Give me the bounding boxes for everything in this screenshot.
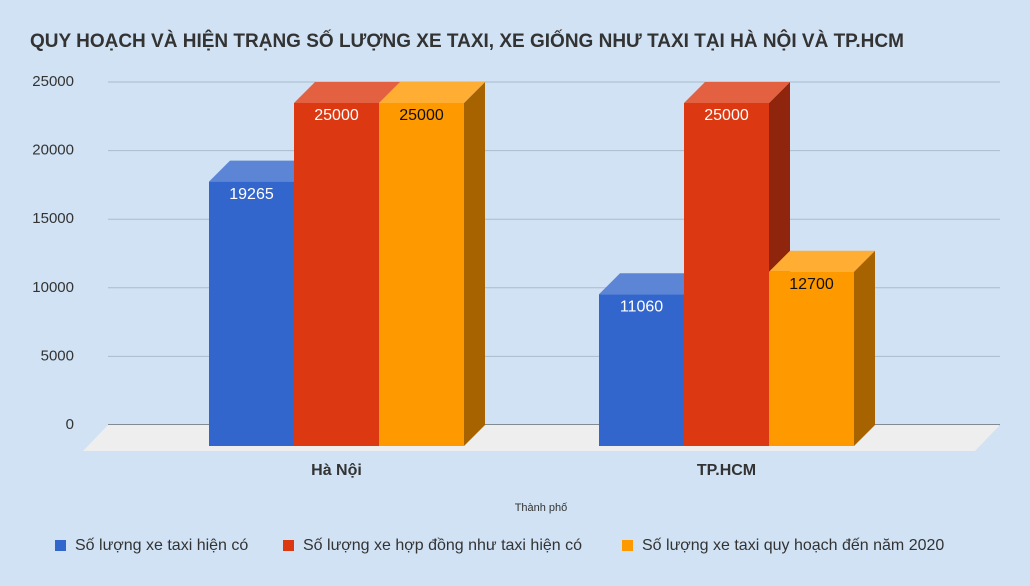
y-tick-label: 15000 [32, 210, 74, 227]
bar-front [209, 181, 294, 446]
legend-label: Số lượng xe taxi quy hoạch đến năm 2020 [642, 537, 944, 554]
legend-swatch [283, 540, 294, 551]
bar-front [684, 103, 769, 446]
bar-front [294, 103, 379, 446]
bar-front [769, 271, 854, 446]
legend-label: Số lượng xe hợp đồng như taxi hiện có [303, 537, 582, 554]
bar-side [854, 250, 875, 446]
value-label: 25000 [399, 107, 444, 124]
y-tick-label: 20000 [32, 142, 74, 159]
y-tick-label: 25000 [32, 73, 74, 90]
bar [769, 250, 875, 446]
x-tick-label: Hà Nội [311, 462, 362, 479]
legend-swatch [622, 540, 633, 551]
bar-top [294, 82, 400, 103]
y-tick-label: 0 [66, 416, 74, 433]
value-label: 19265 [229, 186, 274, 203]
value-label: 25000 [314, 107, 359, 124]
legend-label: Số lượng xe taxi hiện có [75, 537, 248, 554]
bar-side [464, 82, 485, 446]
value-label: 11060 [620, 298, 663, 315]
value-label: 12700 [789, 276, 834, 293]
bar-top [599, 273, 705, 295]
x-tick-label: TP.HCM [697, 462, 756, 479]
bar-front [599, 294, 684, 446]
bar-top [209, 160, 315, 182]
bar [379, 82, 485, 446]
bar-top [769, 250, 875, 272]
chart-title: QUY HOẠCH VÀ HIỆN TRẠNG SỐ LƯỢNG XE TAXI… [30, 30, 904, 52]
y-tick-label: 10000 [32, 279, 74, 296]
bar-top [379, 82, 485, 103]
bar-front [379, 103, 464, 446]
value-label: 25000 [704, 107, 749, 124]
bar-top [684, 82, 790, 103]
legend-swatch [55, 540, 66, 551]
x-axis-title: Thành phố [515, 502, 568, 514]
y-tick-label: 5000 [41, 347, 74, 364]
